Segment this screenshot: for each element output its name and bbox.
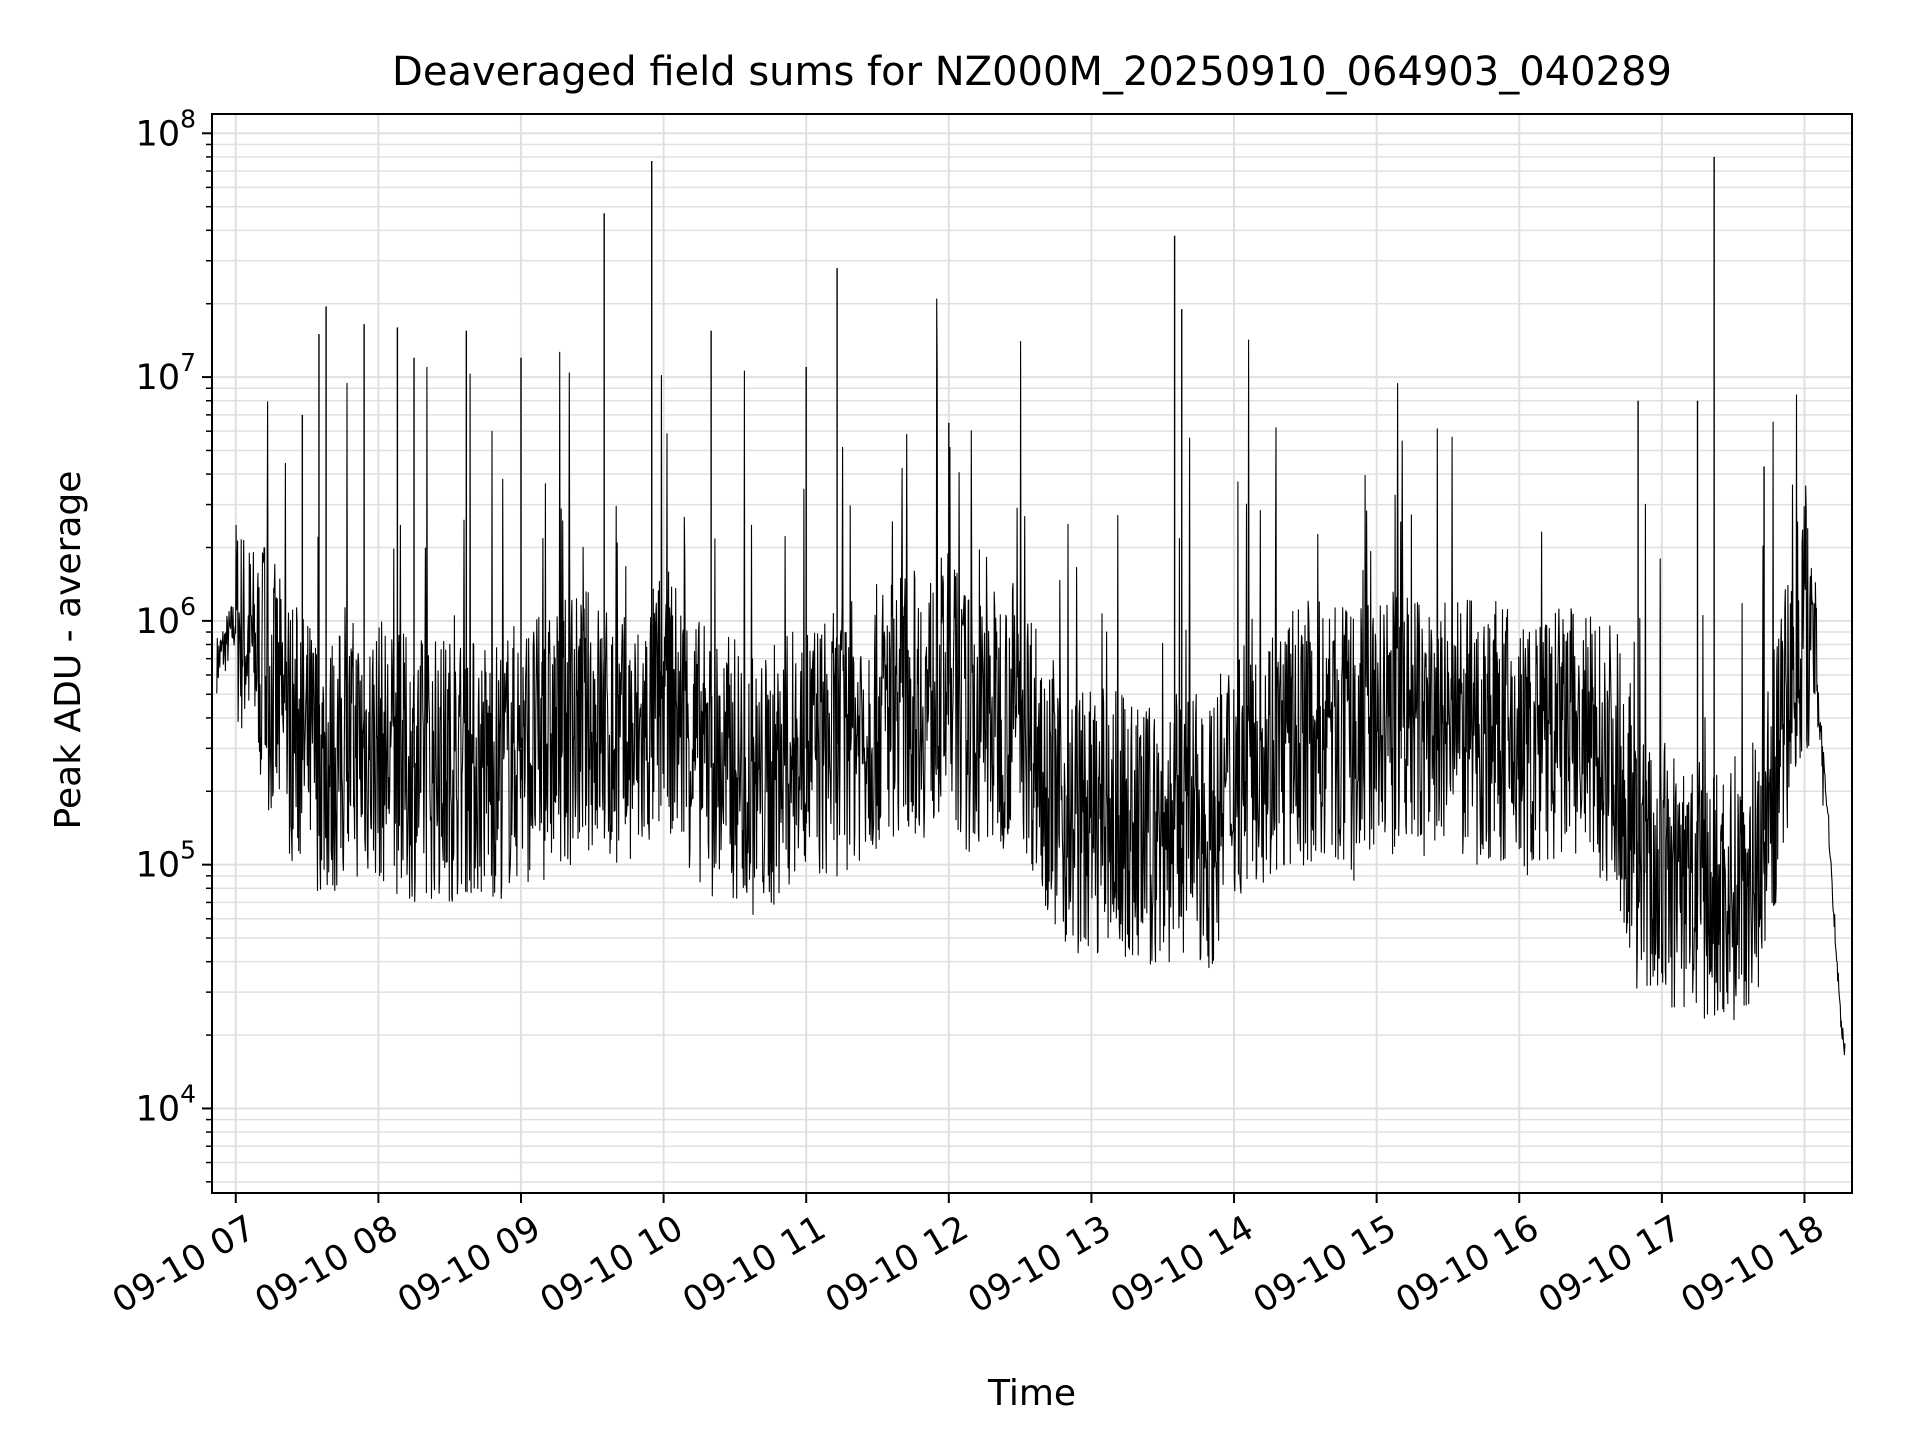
plot-frame — [211, 113, 1853, 1194]
grid — [212, 114, 1852, 1193]
y-tick-label: 106 — [136, 592, 196, 642]
y-tick-label-exponent: 5 — [180, 836, 196, 865]
y-tick-label-exponent: 6 — [180, 592, 196, 621]
y-tick-label: 108 — [136, 104, 196, 154]
y-tick-label-base: 10 — [136, 602, 181, 642]
y-tick-label: 107 — [136, 348, 196, 398]
x-axis-label: Time — [987, 1373, 1076, 1414]
y-tick-label: 105 — [136, 836, 196, 886]
series-group — [216, 156, 1846, 1056]
y-tick-label-exponent: 4 — [180, 1079, 196, 1108]
y-tick-label-base: 10 — [136, 846, 181, 886]
y-tick-label-base: 10 — [136, 1089, 181, 1129]
series-line — [216, 298, 1846, 1056]
y-tick-label: 104 — [136, 1079, 196, 1129]
y-tick-label-base: 10 — [136, 114, 181, 154]
y-tick-label-base: 10 — [136, 358, 181, 398]
y-axis-label: Peak ADU - average — [48, 471, 89, 830]
y-tick-label-exponent: 8 — [180, 104, 196, 133]
chart-title: Deaveraged field sums for NZ000M_2025091… — [392, 49, 1672, 95]
y-tick-label-exponent: 7 — [180, 348, 196, 377]
